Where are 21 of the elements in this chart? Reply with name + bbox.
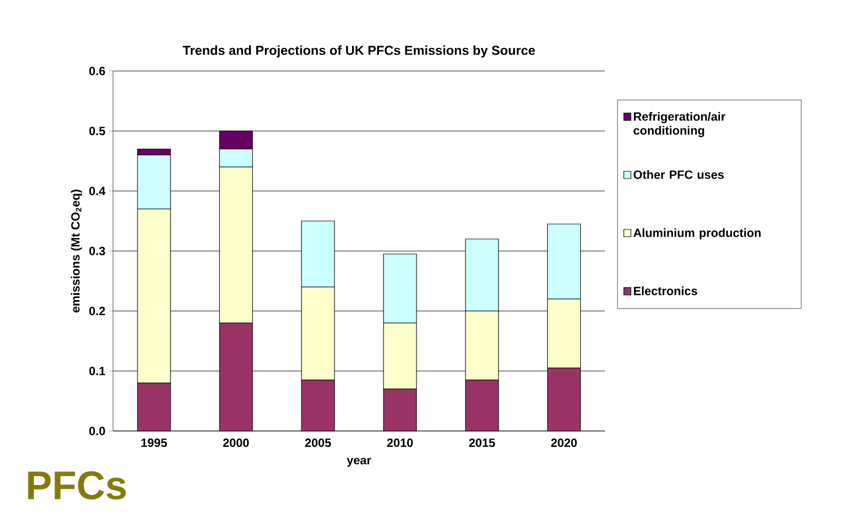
x-tick-label: 1995 — [141, 438, 167, 447]
y-tick-label: 0.4 — [89, 186, 106, 196]
y-tick-label: 0.0 — [89, 426, 105, 436]
legend-label: Refrigeration/air conditioning — [634, 112, 726, 138]
chart-title: Trends and Projections of UK PFCs Emissions by Source — [182, 45, 535, 58]
x-tick-label: 2005 — [305, 438, 331, 447]
y-tick-label: 0.1 — [89, 366, 106, 376]
x-tick-label: 2010 — [387, 438, 413, 447]
x-tick-label: 2000 — [223, 438, 249, 447]
y-tick-label: 0.2 — [89, 306, 106, 316]
y-tick-label: 0.6 — [89, 66, 106, 76]
legend-label: Aluminium production — [633, 228, 761, 240]
legend-label: Other PFC uses — [634, 170, 724, 179]
y-tick-label: 0.3 — [89, 246, 106, 256]
y-tick-label: 0.5 — [89, 126, 106, 136]
x-axis-title: year — [346, 458, 372, 467]
y-axis-title: emissions (Mt CO$_{2}$eq) — [70, 190, 82, 312]
x-tick-label: 2020 — [551, 438, 577, 447]
legend-label: Electronics — [634, 286, 698, 296]
x-tick-label: 2015 — [469, 438, 495, 447]
text: PFCs — [28, 471, 126, 500]
